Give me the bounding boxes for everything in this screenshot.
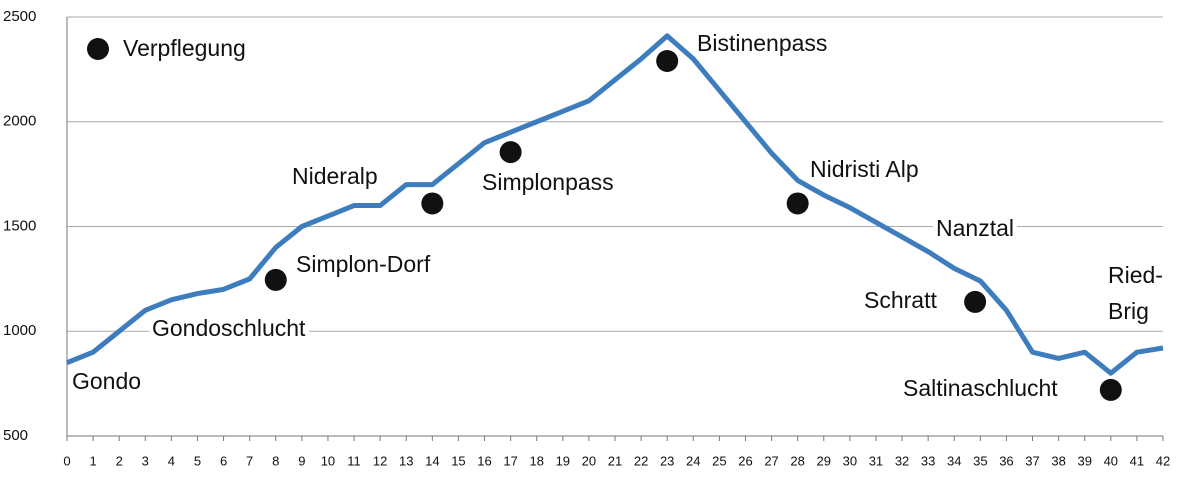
x-tick-label: 35 xyxy=(973,453,987,468)
annotation: Nanztal xyxy=(933,215,1017,242)
annotation: Simplonpass xyxy=(482,169,614,195)
x-tick-label: 17 xyxy=(503,453,517,468)
food-marker xyxy=(264,268,287,291)
x-tick-label: 9 xyxy=(298,453,305,468)
y-tick-label: 2500 xyxy=(3,8,36,25)
y-tick-label: 2000 xyxy=(3,113,36,130)
annotation-label: Saltinaschlucht xyxy=(903,375,1058,401)
x-tick-label: 25 xyxy=(712,453,726,468)
x-tick-label: 12 xyxy=(373,453,387,468)
x-tick-label: 23 xyxy=(660,453,674,468)
annotation-label: Nanztal xyxy=(936,215,1014,241)
x-tick-label: 26 xyxy=(738,453,752,468)
x-tick-label: 41 xyxy=(1130,453,1144,468)
x-tick-label: 15 xyxy=(451,453,465,468)
annotation-label: Simplonpass xyxy=(482,169,614,195)
food-marker xyxy=(421,192,444,215)
annotation: Ried- Brig xyxy=(1108,262,1163,324)
x-tick-label: 22 xyxy=(634,453,648,468)
y-tick-label: 1500 xyxy=(3,217,36,234)
x-tick-label: 4 xyxy=(168,453,175,468)
annotation: Gondoschlucht xyxy=(149,315,310,342)
x-tick-label: 20 xyxy=(582,453,596,468)
annotation: Bistinenpass xyxy=(697,30,827,56)
legend-marker xyxy=(87,38,109,60)
x-tick-label: 6 xyxy=(220,453,227,468)
x-tick-label: 2 xyxy=(116,453,123,468)
x-tick-label: 34 xyxy=(947,453,961,468)
x-tick-label: 21 xyxy=(608,453,622,468)
annotation-label: Nideralp xyxy=(292,163,378,189)
x-tick-label: 14 xyxy=(425,453,439,468)
x-tick-label: 38 xyxy=(1051,453,1065,468)
x-tick-label: 40 xyxy=(1104,453,1118,468)
x-tick-label: 7 xyxy=(246,453,253,468)
x-tick-label: 24 xyxy=(686,453,700,468)
x-tick-label: 37 xyxy=(1025,453,1039,468)
food-marker xyxy=(786,192,809,215)
x-tick-label: 11 xyxy=(347,453,361,468)
x-tick-label: 5 xyxy=(194,453,201,468)
annotation: Schratt xyxy=(864,287,937,313)
x-tick-label: 30 xyxy=(843,453,857,468)
label-background xyxy=(149,315,310,342)
annotation: Nideralp xyxy=(292,163,378,189)
food-marker xyxy=(964,290,987,313)
annotation: Nidristi Alp xyxy=(810,156,919,182)
annotation-label: Gondoschlucht xyxy=(152,315,306,341)
annotation-label: Schratt xyxy=(864,287,937,313)
legend-label: Verpflegung xyxy=(123,35,246,61)
food-marker xyxy=(499,141,522,164)
annotation-label: Bistinenpass xyxy=(697,30,827,56)
x-tick-label: 36 xyxy=(999,453,1013,468)
x-tick-label: 32 xyxy=(895,453,909,468)
annotation: Saltinaschlucht xyxy=(903,375,1058,401)
annotation-label: Nidristi Alp xyxy=(810,156,919,182)
x-tick-label: 1 xyxy=(89,453,96,468)
annotation: Simplon-Dorf xyxy=(296,251,431,277)
annotation-label: Ried- xyxy=(1108,262,1163,288)
x-tick-label: 27 xyxy=(764,453,778,468)
y-tick-label: 1000 xyxy=(3,322,36,339)
y-tick-label: 500 xyxy=(3,427,28,444)
x-tick-label: 13 xyxy=(399,453,413,468)
annotation-label: Simplon-Dorf xyxy=(296,251,431,277)
x-tick-label: 28 xyxy=(790,453,804,468)
annotation-label: Gondo xyxy=(72,368,141,394)
x-tick-label: 3 xyxy=(142,453,149,468)
x-tick-label: 8 xyxy=(272,453,279,468)
x-tick-label: 39 xyxy=(1077,453,1091,468)
label-background xyxy=(933,215,1017,242)
x-tick-label: 19 xyxy=(556,453,570,468)
x-tick-label: 16 xyxy=(477,453,491,468)
x-tick-label: 31 xyxy=(869,453,883,468)
x-tick-label: 33 xyxy=(921,453,935,468)
annotation-label: Brig xyxy=(1108,298,1149,324)
annotation: Gondo xyxy=(72,368,141,394)
elevation-line xyxy=(66,33,1164,376)
x-tick-label: 10 xyxy=(321,453,335,468)
x-tick-label: 0 xyxy=(63,453,70,468)
x-tick-label: 18 xyxy=(529,453,543,468)
x-tick-label: 29 xyxy=(817,453,831,468)
x-tick-label: 42 xyxy=(1156,453,1170,468)
food-marker xyxy=(656,49,679,72)
food-marker xyxy=(1099,378,1122,401)
